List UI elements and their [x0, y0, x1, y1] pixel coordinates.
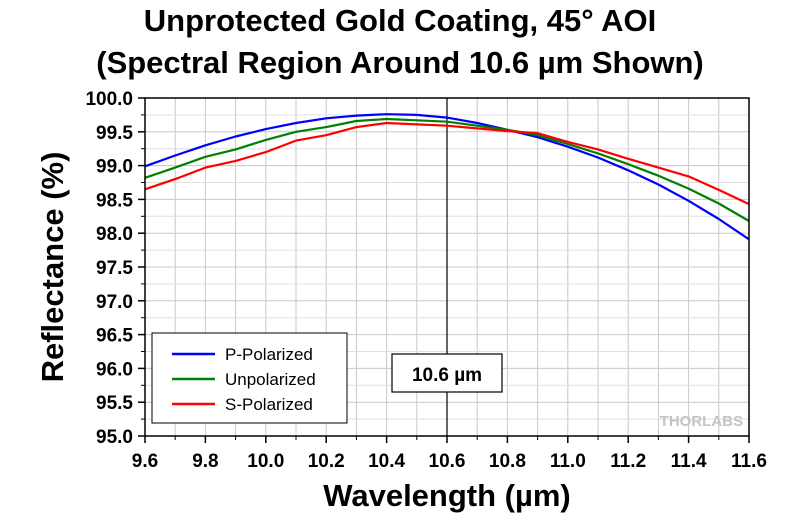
x-tick-label: 11.0 [550, 451, 586, 472]
y-tick-label: 96.5 [96, 326, 133, 347]
y-tick-label: 96.0 [96, 359, 133, 380]
y-tick-label: 95.0 [96, 427, 133, 448]
x-tick-label: 11.6 [731, 451, 767, 472]
series-line-2 [144, 121, 750, 206]
axis-ticks [138, 97, 750, 443]
series-line-1 [144, 117, 750, 222]
x-tick-label: 11.2 [610, 451, 646, 472]
x-tick-label: 10.2 [308, 451, 345, 472]
series-layer [144, 113, 750, 241]
y-tick-label: 100.0 [85, 89, 133, 110]
chart-title: Unprotected Gold Coating, 45° AOI [143, 3, 657, 38]
y-tick-labels: 95.0 95.5 96.0 96.5 97.0 97.5 98.0 98.5 99.0 99.5… [85, 89, 133, 448]
y-axis-title: Reflectance (%) [35, 152, 70, 383]
x-tick-label: 10.4 [368, 451, 405, 472]
x-tick-label: 9.8 [192, 451, 218, 472]
x-tick-label: 9.6 [132, 451, 158, 472]
y-tick-label: 95.5 [96, 393, 133, 414]
y-tick-label: 98.5 [96, 190, 133, 211]
x-tick-labels: 9.6 9.8 10.0 10.2 10.4 10.6 10.8 11.0 11.2 11.4 11… [132, 451, 767, 472]
y-tick-label: 99.5 [96, 123, 133, 144]
x-tick-label: 10.8 [489, 451, 526, 472]
annotation-label: 10.6 µm [412, 365, 482, 386]
y-tick-label: 99.0 [96, 157, 133, 178]
annotation-rect [391, 353, 503, 393]
legend-label-1: Unpolarized [225, 370, 316, 389]
x-tick-label: 10.0 [247, 451, 284, 472]
y-tick-label: 97.5 [96, 258, 133, 279]
x-tick-label: 11.4 [671, 451, 707, 472]
legend: P-Polarized Unpolarized S-Polarized [151, 332, 348, 424]
legend-label-0: P-Polarized [225, 345, 313, 364]
y-tick-label: 97.0 [96, 292, 133, 313]
x-tick-label: 10.6 [429, 451, 466, 472]
annotation-box: 10.6 µm [391, 353, 503, 393]
chart-subtitle: (Spectral Region Around 10.6 µm Shown) [96, 45, 704, 80]
thorlabs-watermark: THORLABS [660, 413, 743, 430]
x-axis-title: Wavelength (µm) [323, 478, 571, 513]
grid-lines [144, 97, 750, 437]
legend-label-2: S-Polarized [225, 395, 313, 414]
y-tick-label: 98.0 [96, 224, 133, 245]
